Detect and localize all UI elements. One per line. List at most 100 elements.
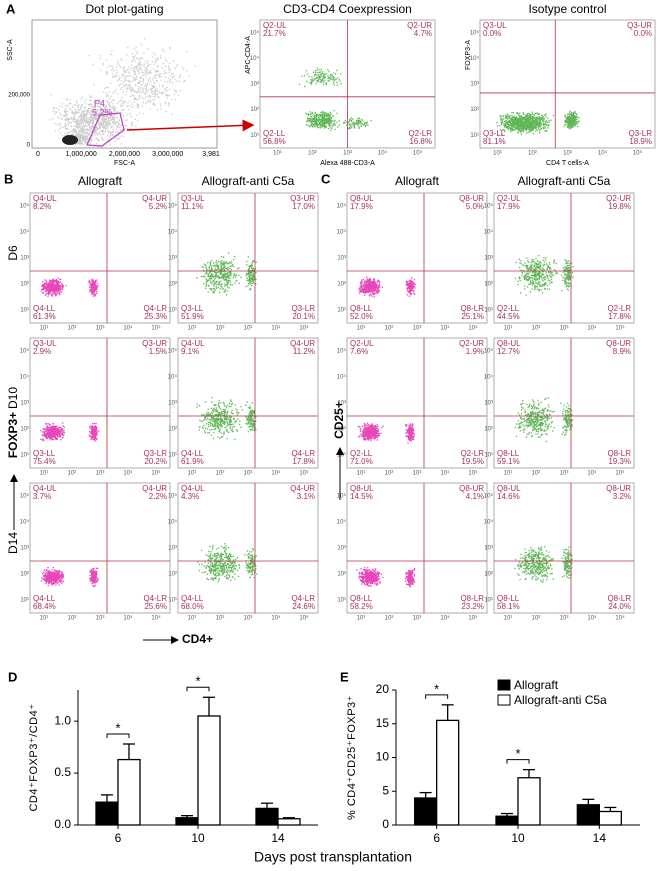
y-log-tick: 10³: [250, 82, 259, 88]
y-log-tick: 10⁵: [484, 493, 494, 500]
quadrant-name: Q8-UL: [497, 484, 521, 493]
y-log-tick: 10⁴: [20, 374, 30, 381]
event-dots: [514, 397, 574, 443]
y-log-tick: 10⁵: [250, 29, 260, 36]
y-log-tick: 10³: [337, 546, 346, 552]
bar: [175, 817, 199, 826]
quadrant-name: Q8-UR: [606, 339, 631, 348]
x-tick-label: 3,000,000: [152, 151, 183, 158]
bar: [495, 815, 519, 826]
plot-frame: [177, 337, 319, 469]
quadrant-percent: 17.9%: [497, 202, 520, 211]
x-log-tick: 10²: [216, 326, 225, 332]
quadrant-percent: 58.2%: [350, 602, 373, 611]
x-log-tick: 10³: [563, 151, 572, 157]
quadrant-percent: 44.5%: [497, 312, 520, 321]
quadrant-percent: 56.8%: [263, 137, 286, 146]
x-log-tick: 10⁴: [598, 150, 608, 157]
quadrant-percent: 25.3%: [144, 312, 167, 321]
quadrant-percent: 61.9%: [181, 457, 204, 466]
quadrant-percent: 5.2%: [149, 202, 167, 211]
quadrant-name: Q8-LR: [460, 594, 484, 603]
gate-arrow: [126, 119, 255, 132]
quadrant-percent: 17.0%: [292, 202, 315, 211]
quadrant-percent: 25.6%: [144, 602, 167, 611]
x-log-tick: 10¹: [273, 151, 282, 157]
x-axis-label: Alexa 488-CD3-A: [320, 160, 375, 167]
y-log-tick: 10¹: [484, 308, 493, 314]
title: Dot plot-gating: [85, 2, 163, 16]
y-log-tick: 10¹: [20, 598, 29, 604]
quadrant-name: Q8-LL: [350, 304, 373, 313]
quadrant-percent: 16.8%: [409, 137, 432, 146]
y-tick-label: 0: [382, 817, 389, 831]
y-log-tick: 10²: [484, 572, 493, 578]
quadrant-percent: 24.6%: [292, 602, 315, 611]
x-log-tick: 10⁴: [271, 325, 281, 332]
x-axis-label: CD4+: [182, 632, 213, 646]
quadrant-percent: 58.1%: [497, 602, 520, 611]
event-dots: [298, 67, 372, 131]
quadrant-percent: 1.9%: [466, 347, 484, 356]
quadrant-percent: 12.7%: [497, 347, 520, 356]
quadrant-percent: 21.7%: [263, 29, 286, 38]
x-log-tick: 10²: [385, 326, 394, 332]
x-tick-label: 10: [191, 831, 205, 845]
x-log-tick: 10¹: [357, 471, 366, 477]
y-log-tick: 10²: [337, 572, 346, 578]
y-log-tick: 10⁴: [168, 374, 178, 381]
significance-label: *: [115, 720, 120, 735]
plot-frame: [493, 192, 635, 324]
x-log-tick: 10¹: [40, 471, 49, 477]
quadrant-percent: 8.9%: [613, 347, 631, 356]
y-log-tick: 10²: [484, 427, 493, 433]
x-tick-label: 2,000,000: [109, 151, 140, 158]
quadrant-name: Q3-UR: [290, 194, 315, 203]
quadrant-name: Q3-UL: [33, 339, 57, 348]
quadrant-name: Q8-LL: [350, 594, 373, 603]
x-log-tick: 10²: [68, 471, 77, 477]
y-log-tick: 10⁴: [484, 229, 494, 236]
x-log-tick: 10⁴: [587, 615, 597, 622]
plot-frame: [31, 19, 218, 149]
quadrant-percent: 14.6%: [497, 492, 520, 501]
x-axis-label: Days post transplantation: [254, 849, 412, 865]
y-log-tick: 10²: [470, 107, 479, 113]
quadrant-name: Q2-UL: [497, 194, 521, 203]
y-tick-label: 0.0: [54, 817, 71, 831]
quadrant-percent: 2.2%: [149, 492, 167, 501]
x-log-tick: 10³: [244, 471, 253, 477]
y-tick-label: 0.5: [54, 765, 71, 779]
y-log-tick: 10⁴: [250, 55, 260, 62]
legend-label: Allograft-anti C5a: [514, 693, 607, 707]
y-log-tick: 10¹: [168, 453, 177, 459]
y-log-tick: 10²: [20, 427, 29, 433]
x-log-tick: 10²: [216, 471, 225, 477]
y-axis-label: APC-CD4-A: [245, 36, 252, 74]
quadrant-percent: 71.0%: [350, 457, 373, 466]
y-log-tick: 10¹: [337, 308, 346, 314]
x-log-tick: 10⁵: [468, 470, 478, 477]
row-label: D14: [6, 532, 20, 554]
plot-frame: [29, 482, 171, 614]
quadrant-percent: 19.8%: [608, 202, 631, 211]
event-dots: [40, 422, 100, 442]
x-log-tick: 10⁵: [299, 325, 309, 332]
density-core: [62, 135, 78, 145]
quadrant-name: Q3-LL: [33, 449, 56, 458]
x-log-tick: 10⁴: [587, 325, 597, 332]
panel-label: D: [8, 669, 17, 684]
x-log-tick: 10³: [343, 151, 352, 157]
event-dots: [196, 252, 257, 296]
quadrant-percent: 81.1%: [483, 137, 506, 146]
y-tick-label: 10: [376, 750, 390, 764]
x-log-tick: 10⁵: [468, 325, 478, 332]
event-dots: [40, 566, 99, 588]
quadrant-percent: 7.6%: [350, 347, 368, 356]
y-log-tick: 10⁴: [484, 519, 494, 526]
quadrant-name: Q4-LR: [291, 594, 315, 603]
y-tick-label: 20: [376, 682, 390, 696]
quadrant-name: Q3-UR: [627, 21, 652, 30]
x-log-tick: 10³: [413, 471, 422, 477]
x-log-tick: 10⁴: [440, 325, 450, 332]
